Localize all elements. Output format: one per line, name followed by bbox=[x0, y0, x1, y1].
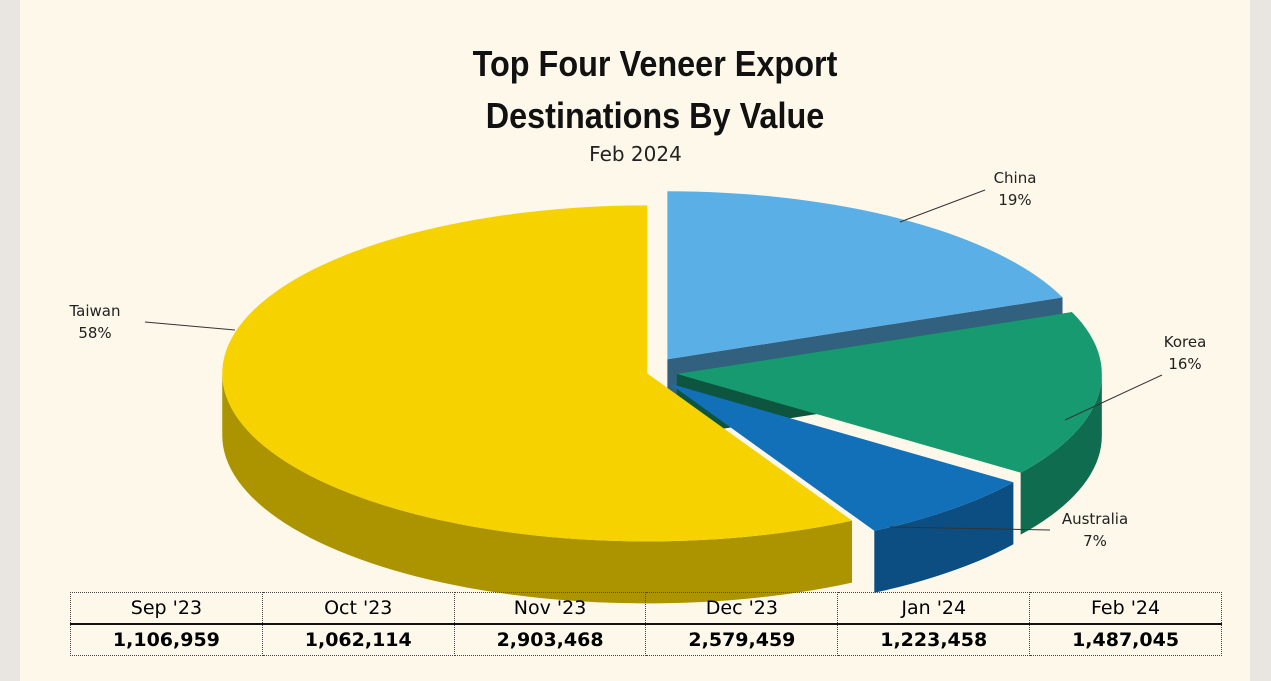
column-header: Feb '24 bbox=[1029, 592, 1222, 625]
leader-line bbox=[1064, 374, 1163, 421]
slice-label: Taiwan bbox=[68, 302, 120, 320]
slice bbox=[667, 191, 1063, 360]
slice-side bbox=[874, 482, 1014, 593]
chart-subtitle: Feb 2024 bbox=[589, 142, 682, 166]
table-row: 1,106,959 1,062,114 2,903,468 2,579,459 1,22… bbox=[70, 623, 1222, 656]
slice-value-label: 58% bbox=[78, 324, 111, 342]
column-header: Dec '23 bbox=[645, 592, 839, 625]
leader-line bbox=[144, 321, 236, 331]
header-row: Sep '23 Oct '23 Nov '23 Dec '23 Jan '24 Feb '… bbox=[70, 592, 1222, 625]
column-header: Sep '23 bbox=[70, 592, 263, 625]
column-header: Nov '23 bbox=[453, 592, 647, 625]
value-table: Sep '23 Oct '23 Nov '23 Dec '23 Jan '24 Feb '… bbox=[70, 592, 1222, 656]
table-cell: 1,487,045 bbox=[1029, 623, 1222, 656]
column-header: Oct '23 bbox=[261, 592, 455, 625]
slice bbox=[676, 312, 1102, 473]
column-header: Jan '24 bbox=[837, 592, 1031, 625]
slice-side bbox=[1020, 373, 1102, 535]
table-cell: 2,903,468 bbox=[453, 623, 647, 656]
slice-side bbox=[222, 373, 852, 604]
leader-line bbox=[899, 189, 986, 223]
slice-label: Australia bbox=[1062, 510, 1128, 528]
slice-value-label: 19% bbox=[998, 191, 1031, 209]
slice bbox=[222, 205, 852, 542]
slice bbox=[669, 383, 1014, 531]
slice-value-label: 16% bbox=[1168, 355, 1201, 373]
chart-title: Top Four Veneer Export Destinations By V… bbox=[472, 43, 838, 136]
table-cell: 2,579,459 bbox=[645, 623, 839, 656]
slice-label: Korea bbox=[1164, 333, 1207, 351]
leader-line bbox=[889, 526, 1051, 531]
slice-label: China bbox=[994, 169, 1037, 187]
table-cell: 1,223,458 bbox=[837, 623, 1031, 656]
table-cell: 1,106,959 bbox=[70, 623, 263, 656]
table-cell: 1,062,114 bbox=[261, 623, 455, 656]
slice-value-label: 7% bbox=[1083, 532, 1107, 550]
